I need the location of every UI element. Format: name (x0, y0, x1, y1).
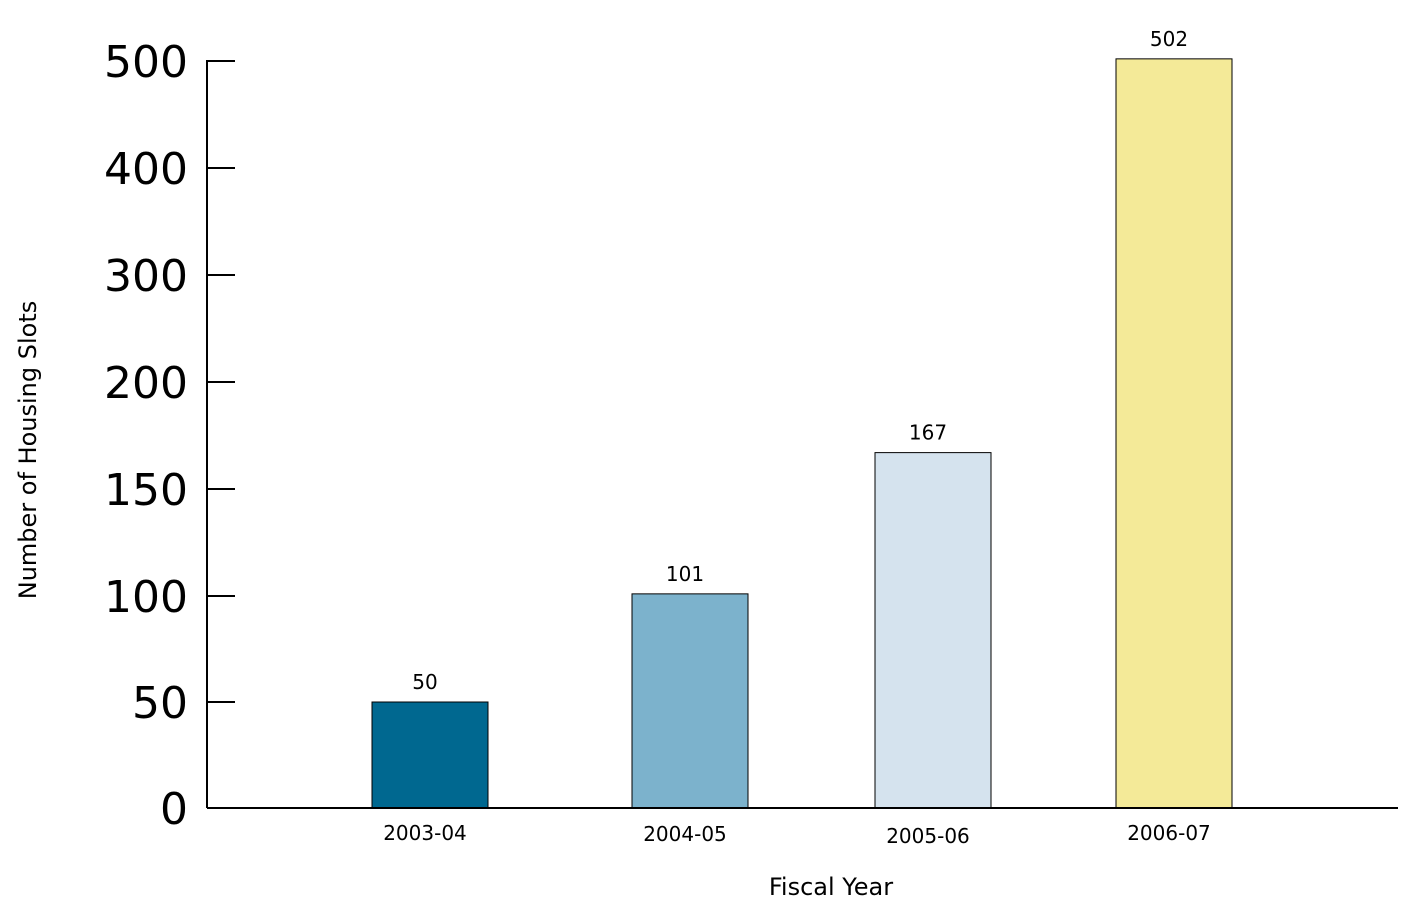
bar-2006-07 (1115, 58, 1233, 809)
y-tick-label: 50 (132, 678, 188, 729)
data-label: 167 (909, 421, 947, 445)
x-axis-title: Fiscal Year (769, 873, 893, 901)
y-tick-label: 400 (104, 144, 188, 195)
y-tick-label: 200 (104, 358, 188, 409)
x-tick-label: 2004-05 (643, 822, 727, 846)
x-tick-label: 2003-04 (383, 821, 467, 845)
y-tick-label: 300 (104, 251, 188, 302)
data-label: 50 (412, 670, 437, 694)
y-tick-label: 500 (104, 37, 188, 88)
x-tick-label: 2006-07 (1127, 821, 1211, 845)
y-axis-ticks: 0 50 100 150 200 300 400 500 (104, 37, 235, 835)
x-axis-ticks: 2003-04 2004-05 2005-06 2006-07 (383, 821, 1211, 848)
data-label: 101 (666, 562, 704, 586)
y-tick-label: 150 (104, 465, 188, 516)
bars: 50 101 167 502 (371, 27, 1233, 809)
x-tick-label: 2005-06 (886, 824, 970, 848)
data-label: 502 (1150, 27, 1188, 51)
y-tick-label: 100 (104, 572, 188, 623)
y-tick-label: 0 (160, 784, 188, 835)
y-axis-title: Number of Housing Slots (14, 301, 42, 600)
bar-2003-04 (371, 701, 489, 809)
bar-2005-06 (874, 452, 992, 809)
bar-2004-05 (631, 593, 749, 809)
